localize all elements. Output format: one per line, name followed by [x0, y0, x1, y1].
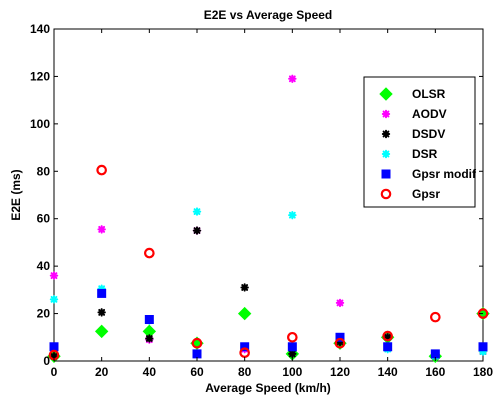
- legend-label-gpsr-modif: Gpsr modif: [412, 167, 477, 181]
- point-dsr: [192, 207, 202, 216]
- y-tick-label: 0: [43, 354, 50, 368]
- legend-label-olsr: OLSR: [412, 87, 446, 101]
- legend-label-gpsr: Gpsr: [412, 187, 440, 201]
- point-gpsr: [96, 164, 107, 176]
- x-tick-label: 140: [378, 365, 398, 379]
- point-dsdv: [49, 352, 59, 361]
- point-gpsr-modif: [49, 342, 59, 352]
- legend-label-dsdv: DSDV: [412, 127, 445, 141]
- y-axis: 0 20 40 60 80 100 120 140: [30, 22, 483, 368]
- point-gpsr-modif: [287, 342, 297, 352]
- point-gpsr-modif: [383, 342, 393, 352]
- legend-marker-gpsr: [380, 188, 392, 200]
- legend-marker-dsr: [381, 149, 391, 159]
- point-gpsr: [287, 331, 298, 343]
- point-dsdv: [288, 349, 297, 359]
- point-aodv: [288, 74, 297, 83]
- point-gpsr-modif: [335, 332, 345, 342]
- point-gpsr-modif: [97, 288, 107, 298]
- legend-marker-dsdv: [381, 129, 391, 139]
- legend: OLSR AODV DSDV DSR Gpsr modif Gpsr: [363, 76, 477, 208]
- point-gpsr-modif: [192, 349, 202, 359]
- point-gpsr-modif: [144, 315, 154, 324]
- point-gpsr: [334, 337, 346, 349]
- legend-marker-olsr: [379, 87, 393, 101]
- point-dsdv: [192, 226, 202, 235]
- legend-label-aodv: AODV: [412, 107, 447, 121]
- x-tick-label: 180: [473, 365, 493, 379]
- point-dsdv: [145, 334, 154, 343]
- y-tick-label: 120: [30, 69, 50, 83]
- point-aodv: [49, 271, 59, 280]
- y-axis-label: E2E (ms): [9, 169, 23, 220]
- point-gpsr-modif: [430, 349, 440, 359]
- y-tick-label: 20: [37, 307, 51, 321]
- point-gpsr: [191, 337, 203, 349]
- point-gpsr: [430, 311, 441, 323]
- y-tick-label: 80: [37, 164, 51, 178]
- x-tick-label: 100: [282, 365, 302, 379]
- legend-marker-gpsr-modif: [381, 169, 391, 179]
- x-axis: 0 20 40 60 80 100 120 140 160 180: [51, 29, 493, 379]
- y-tick-label: 40: [37, 259, 51, 273]
- legend-label-dsr: DSR: [412, 147, 438, 161]
- point-gpsr-modif: [478, 342, 488, 352]
- point-gpsr: [477, 308, 489, 319]
- point-olsr: [237, 306, 252, 321]
- point-gpsr: [239, 347, 250, 358]
- x-tick-label: 80: [238, 365, 252, 379]
- x-tick-label: 160: [425, 365, 445, 379]
- point-aodv: [97, 225, 106, 234]
- x-tick-label: 0: [51, 365, 58, 379]
- y-tick-label: 140: [30, 22, 50, 36]
- point-gpsr: [144, 247, 155, 259]
- point-dsdv: [97, 308, 106, 317]
- point-dsr: [49, 295, 59, 304]
- x-axis-label: Average Speed (km/h): [205, 381, 331, 395]
- x-tick-label: 20: [95, 365, 109, 379]
- point-dsdv: [240, 283, 249, 292]
- chart-title: E2E vs Average Speed: [204, 8, 333, 22]
- y-tick-label: 100: [30, 117, 50, 131]
- point-gpsr-modif: [240, 342, 250, 352]
- x-tick-label: 60: [190, 365, 204, 379]
- point-gpsr: [382, 330, 393, 342]
- point-olsr: [94, 324, 109, 339]
- point-aodv: [335, 298, 345, 308]
- legend-marker-aodv: [381, 109, 391, 119]
- y-tick-label: 60: [37, 212, 51, 226]
- data-marks: [47, 74, 490, 363]
- legend-box: [363, 76, 476, 208]
- point-dsr: [288, 210, 297, 220]
- x-tick-label: 40: [143, 365, 157, 379]
- x-tick-label: 120: [330, 365, 350, 379]
